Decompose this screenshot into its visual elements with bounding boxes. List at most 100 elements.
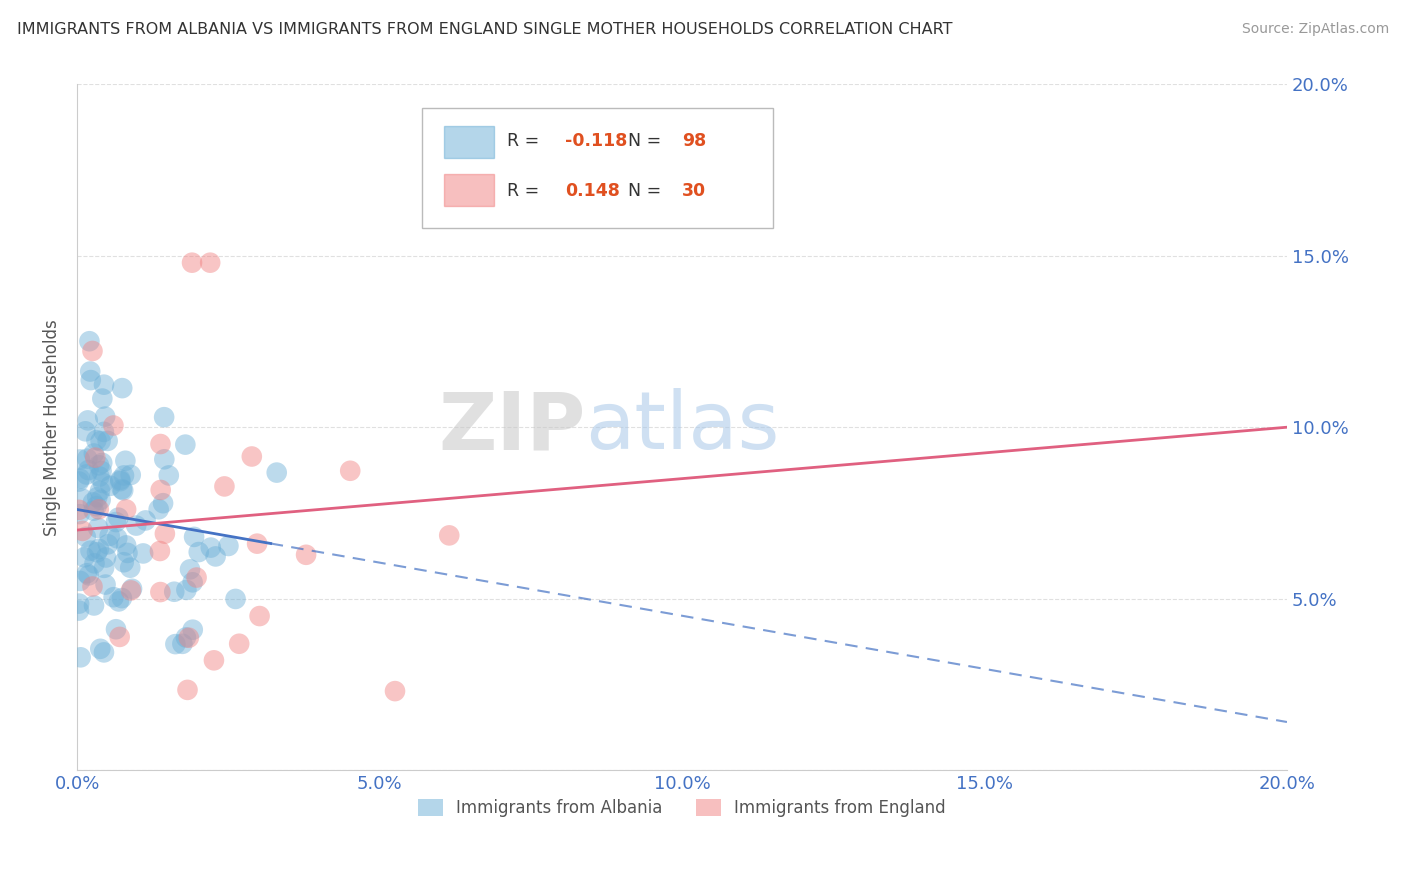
Point — [108, 630, 131, 644]
Point — [75, 530, 97, 544]
Point — [93, 645, 115, 659]
Point — [67, 604, 90, 618]
Point — [87, 458, 110, 473]
Point — [115, 502, 138, 516]
Point — [76, 467, 98, 482]
Point — [176, 682, 198, 697]
Point — [86, 433, 108, 447]
Point — [103, 418, 125, 433]
Point — [91, 392, 114, 406]
Text: N =: N = — [627, 182, 666, 200]
Point — [240, 450, 263, 464]
FancyBboxPatch shape — [444, 127, 495, 158]
Text: 0.148: 0.148 — [565, 182, 620, 200]
Point — [76, 566, 98, 581]
Point — [94, 550, 117, 565]
Point — [89, 469, 111, 483]
Point — [69, 507, 91, 521]
Text: atlas: atlas — [585, 388, 779, 467]
Point — [76, 413, 98, 427]
Point — [214, 479, 236, 493]
Point — [111, 482, 134, 496]
Point — [89, 483, 111, 498]
Point — [73, 550, 96, 565]
Point — [110, 473, 132, 487]
Point — [181, 255, 204, 269]
Point — [246, 536, 269, 550]
Point — [181, 623, 204, 637]
FancyBboxPatch shape — [444, 174, 495, 206]
Point — [114, 454, 136, 468]
FancyBboxPatch shape — [422, 109, 773, 228]
Point — [77, 463, 100, 477]
Point — [72, 524, 94, 538]
Point — [97, 434, 120, 448]
Point — [79, 543, 101, 558]
Point — [149, 483, 172, 497]
Point — [157, 468, 180, 483]
Point — [165, 637, 187, 651]
Point — [112, 483, 135, 498]
Point — [107, 594, 129, 608]
Point — [79, 334, 101, 349]
Point — [186, 570, 208, 584]
Point — [198, 255, 221, 269]
Point — [200, 541, 222, 555]
Point — [135, 513, 157, 527]
Point — [249, 609, 271, 624]
Point — [69, 472, 91, 486]
Point — [187, 545, 209, 559]
Point — [83, 504, 105, 518]
Point — [87, 541, 110, 556]
Point — [202, 653, 225, 667]
Point — [132, 546, 155, 560]
Point — [76, 451, 98, 466]
Text: N =: N = — [627, 132, 666, 151]
Point — [295, 548, 318, 562]
Point — [120, 583, 142, 598]
Point — [217, 539, 239, 553]
Point — [86, 490, 108, 504]
Point — [69, 452, 91, 467]
Point — [69, 574, 91, 588]
Text: R =: R = — [506, 182, 544, 200]
Point — [67, 475, 90, 489]
Point — [98, 529, 121, 543]
Point — [176, 582, 198, 597]
Point — [266, 466, 288, 480]
Point — [91, 475, 114, 490]
Y-axis label: Single Mother Households: Single Mother Households — [44, 318, 60, 535]
Point — [121, 582, 143, 596]
Point — [89, 641, 111, 656]
Text: R =: R = — [506, 132, 544, 151]
Point — [112, 468, 135, 483]
Point — [75, 425, 97, 439]
Point — [110, 474, 132, 488]
Point — [120, 560, 142, 574]
Text: 30: 30 — [682, 182, 706, 200]
Point — [111, 381, 134, 395]
Point — [153, 526, 176, 541]
Point — [94, 577, 117, 591]
Point — [152, 496, 174, 510]
Point — [125, 518, 148, 533]
Text: 98: 98 — [682, 132, 706, 151]
Point — [86, 500, 108, 514]
Point — [439, 528, 461, 542]
Point — [149, 544, 172, 558]
Legend: Immigrants from Albania, Immigrants from England: Immigrants from Albania, Immigrants from… — [412, 792, 953, 823]
Point — [72, 491, 94, 506]
Point — [93, 561, 115, 575]
Point — [339, 464, 361, 478]
Point — [87, 521, 110, 535]
Point — [112, 555, 135, 569]
Point — [67, 503, 90, 517]
Point — [67, 597, 90, 611]
Point — [179, 562, 201, 576]
Point — [93, 425, 115, 439]
Point — [172, 637, 194, 651]
Point — [100, 479, 122, 493]
Text: IMMIGRANTS FROM ALBANIA VS IMMIGRANTS FROM ENGLAND SINGLE MOTHER HOUSEHOLDS CORR: IMMIGRANTS FROM ALBANIA VS IMMIGRANTS FR… — [17, 22, 952, 37]
Point — [228, 637, 250, 651]
Point — [83, 557, 105, 571]
